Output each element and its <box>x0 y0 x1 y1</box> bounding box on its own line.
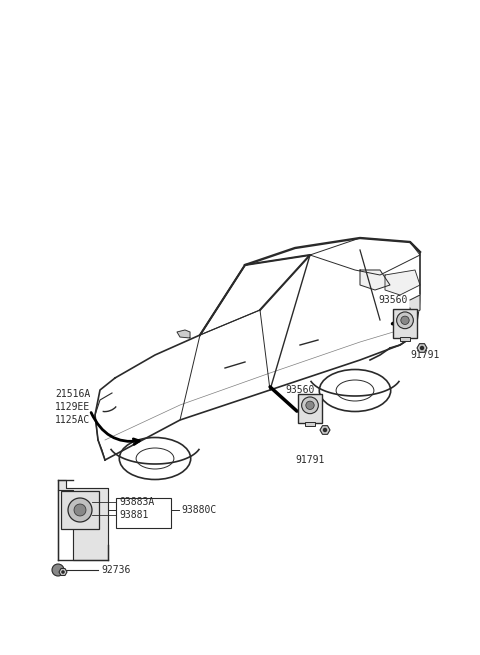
Polygon shape <box>59 569 67 576</box>
Text: 21516A: 21516A <box>55 389 90 399</box>
Text: 93883A: 93883A <box>119 497 154 507</box>
Bar <box>305 422 315 426</box>
FancyBboxPatch shape <box>393 309 417 337</box>
Text: 93881: 93881 <box>119 510 148 520</box>
Polygon shape <box>385 270 420 295</box>
Circle shape <box>74 504 86 516</box>
Circle shape <box>420 346 424 350</box>
Text: 91791: 91791 <box>295 455 324 465</box>
Bar <box>400 337 410 341</box>
Text: 93560: 93560 <box>378 295 408 305</box>
Polygon shape <box>360 270 390 290</box>
Circle shape <box>61 571 65 574</box>
FancyBboxPatch shape <box>61 491 99 529</box>
Circle shape <box>401 316 409 324</box>
Circle shape <box>52 564 64 576</box>
Polygon shape <box>417 344 427 352</box>
Text: 93880C: 93880C <box>181 505 216 515</box>
Text: 92736: 92736 <box>101 565 131 575</box>
Circle shape <box>68 498 92 522</box>
Circle shape <box>301 397 318 414</box>
Polygon shape <box>320 426 330 434</box>
Polygon shape <box>58 480 108 560</box>
Text: 93560: 93560 <box>285 385 314 395</box>
Circle shape <box>396 312 413 329</box>
Text: 1125AC: 1125AC <box>55 415 90 425</box>
Polygon shape <box>410 295 420 315</box>
Circle shape <box>323 428 327 432</box>
Text: 91791: 91791 <box>410 350 439 360</box>
Text: 1129EE: 1129EE <box>55 402 90 412</box>
Bar <box>116 498 171 528</box>
Polygon shape <box>177 330 190 338</box>
Circle shape <box>306 401 314 409</box>
FancyBboxPatch shape <box>298 394 322 422</box>
